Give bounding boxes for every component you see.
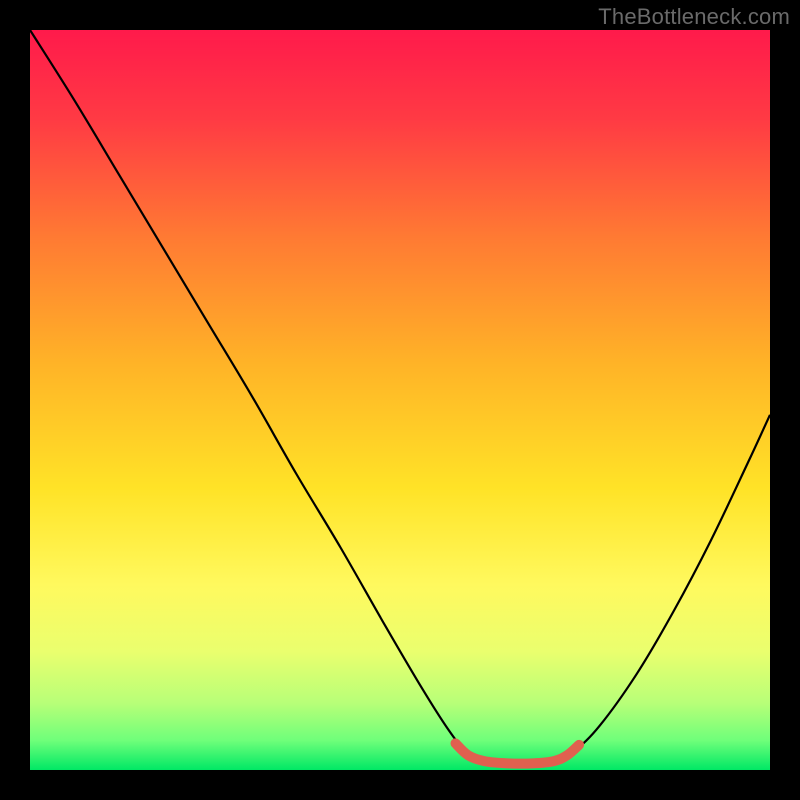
plot-background xyxy=(30,30,770,770)
attribution-text: TheBottleneck.com xyxy=(598,4,790,30)
bottleneck-chart xyxy=(0,0,800,800)
chart-container: TheBottleneck.com xyxy=(0,0,800,800)
